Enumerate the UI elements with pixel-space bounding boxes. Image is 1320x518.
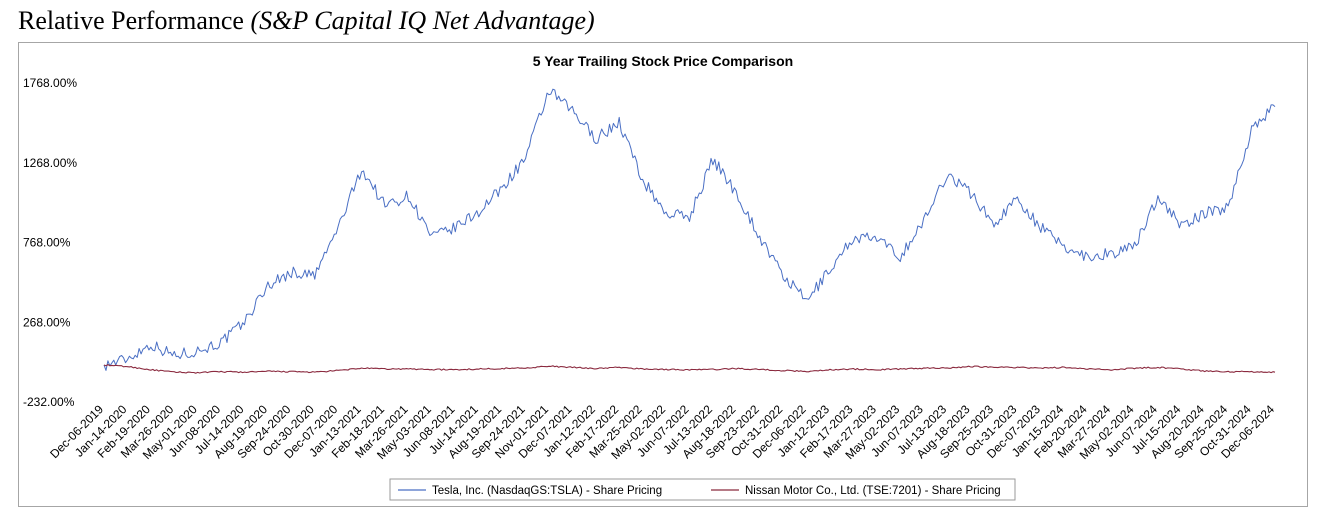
y-tick-label: 268.00%	[23, 315, 71, 329]
page-title-source: (S&P Capital IQ Net Advantage)	[250, 6, 595, 35]
y-tick-label: 768.00%	[23, 236, 71, 250]
page-title-main: Relative Performance	[18, 6, 244, 35]
chart-title: 5 Year Trailing Stock Price Comparison	[533, 53, 793, 69]
axes: -232.00%268.00%768.00%1268.00%1768.00%De…	[23, 76, 1277, 462]
series-line-tsla	[103, 88, 1276, 371]
y-tick-label: 1768.00%	[23, 76, 77, 90]
legend-box	[389, 478, 1016, 501]
legend-label: Tesla, Inc. (NasdaqGS:TSLA) - Share Pric…	[432, 485, 662, 497]
series-layer	[103, 88, 1276, 374]
chart-frame: 5 Year Trailing Stock Price Comparison -…	[18, 42, 1308, 507]
line-chart: 5 Year Trailing Stock Price Comparison -…	[23, 53, 1277, 501]
legend-label: Nissan Motor Co., Ltd. (TSE:7201) - Shar…	[745, 485, 1001, 497]
series-line-nissan	[103, 364, 1276, 374]
legend: Tesla, Inc. (NasdaqGS:TSLA) - Share Pric…	[389, 478, 1016, 501]
y-tick-label: 1268.00%	[23, 156, 77, 170]
y-tick-label: -232.00%	[23, 395, 75, 409]
page-title: Relative Performance (S&P Capital IQ Net…	[18, 6, 595, 36]
